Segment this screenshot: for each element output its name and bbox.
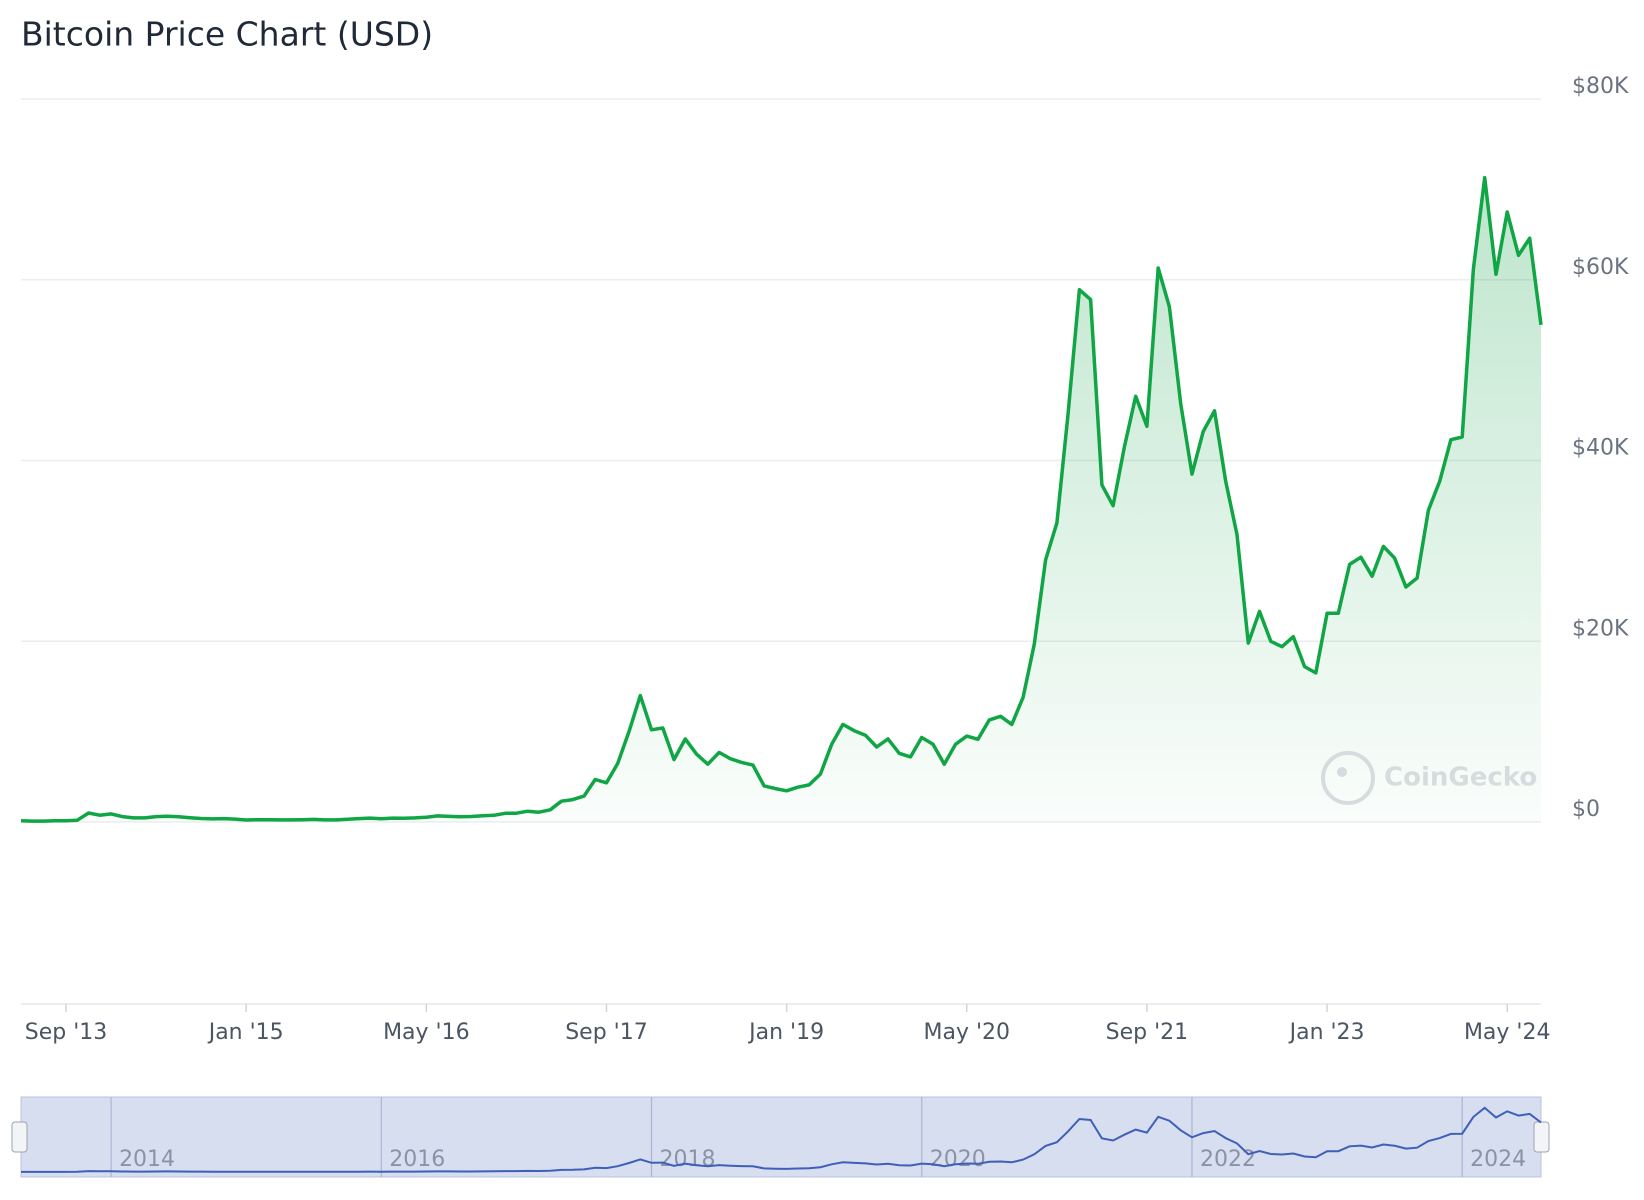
x-ticks: Sep '13 Jan '15 May '16 Sep '17 Jan '19 May '…	[25, 1004, 1551, 1045]
price-line	[20, 175, 1543, 823]
navigator-tick-label: 2022	[1200, 1147, 1256, 1172]
navigator-tick-label: 2024	[1470, 1147, 1526, 1172]
navigator-tick-label: 2020	[930, 1147, 986, 1172]
navigator-line	[21, 1106, 1542, 1173]
x-tick-label: Sep '17	[565, 1020, 648, 1045]
x-tick-label: Sep '13	[25, 1020, 108, 1045]
navigator-handle-left[interactable]	[11, 1121, 28, 1153]
grid: $0 $20K $40K $60K $80K	[21, 74, 1629, 823]
x-tick-label: Jan '15	[207, 1020, 284, 1045]
plot	[20, 175, 1543, 823]
x-tick-label: May '24	[1464, 1020, 1551, 1045]
x-tick-label: May '16	[383, 1020, 470, 1045]
chart-title: Bitcoin Price Chart (USD)	[21, 15, 433, 54]
y-tick-label: $0	[1572, 797, 1600, 822]
x-tick-label: Sep '21	[1106, 1020, 1189, 1045]
watermark-text: CoinGecko	[1384, 763, 1537, 793]
y-tick-label: $40K	[1572, 436, 1629, 461]
x-tick-label: Jan '19	[747, 1020, 824, 1045]
navigator-tick-label: 2016	[389, 1147, 445, 1172]
x-tick-label: May '20	[924, 1020, 1011, 1045]
y-tick-label: $20K	[1572, 616, 1629, 641]
navigator-handle-right[interactable]	[1533, 1121, 1550, 1153]
watermark: CoinGecko	[1321, 751, 1537, 805]
y-tick-label: $60K	[1572, 255, 1629, 280]
navigator: 2014 2016 2018 2020 2022 2024	[11, 1096, 1550, 1178]
y-tick-label: $80K	[1572, 74, 1629, 99]
navigator-tick-label: 2018	[660, 1147, 716, 1172]
x-tick-label: Jan '23	[1288, 1020, 1365, 1045]
navigator-tick-label: 2014	[119, 1147, 175, 1172]
area-fill	[21, 177, 1541, 823]
navigator-window[interactable]	[20, 1096, 1542, 1178]
